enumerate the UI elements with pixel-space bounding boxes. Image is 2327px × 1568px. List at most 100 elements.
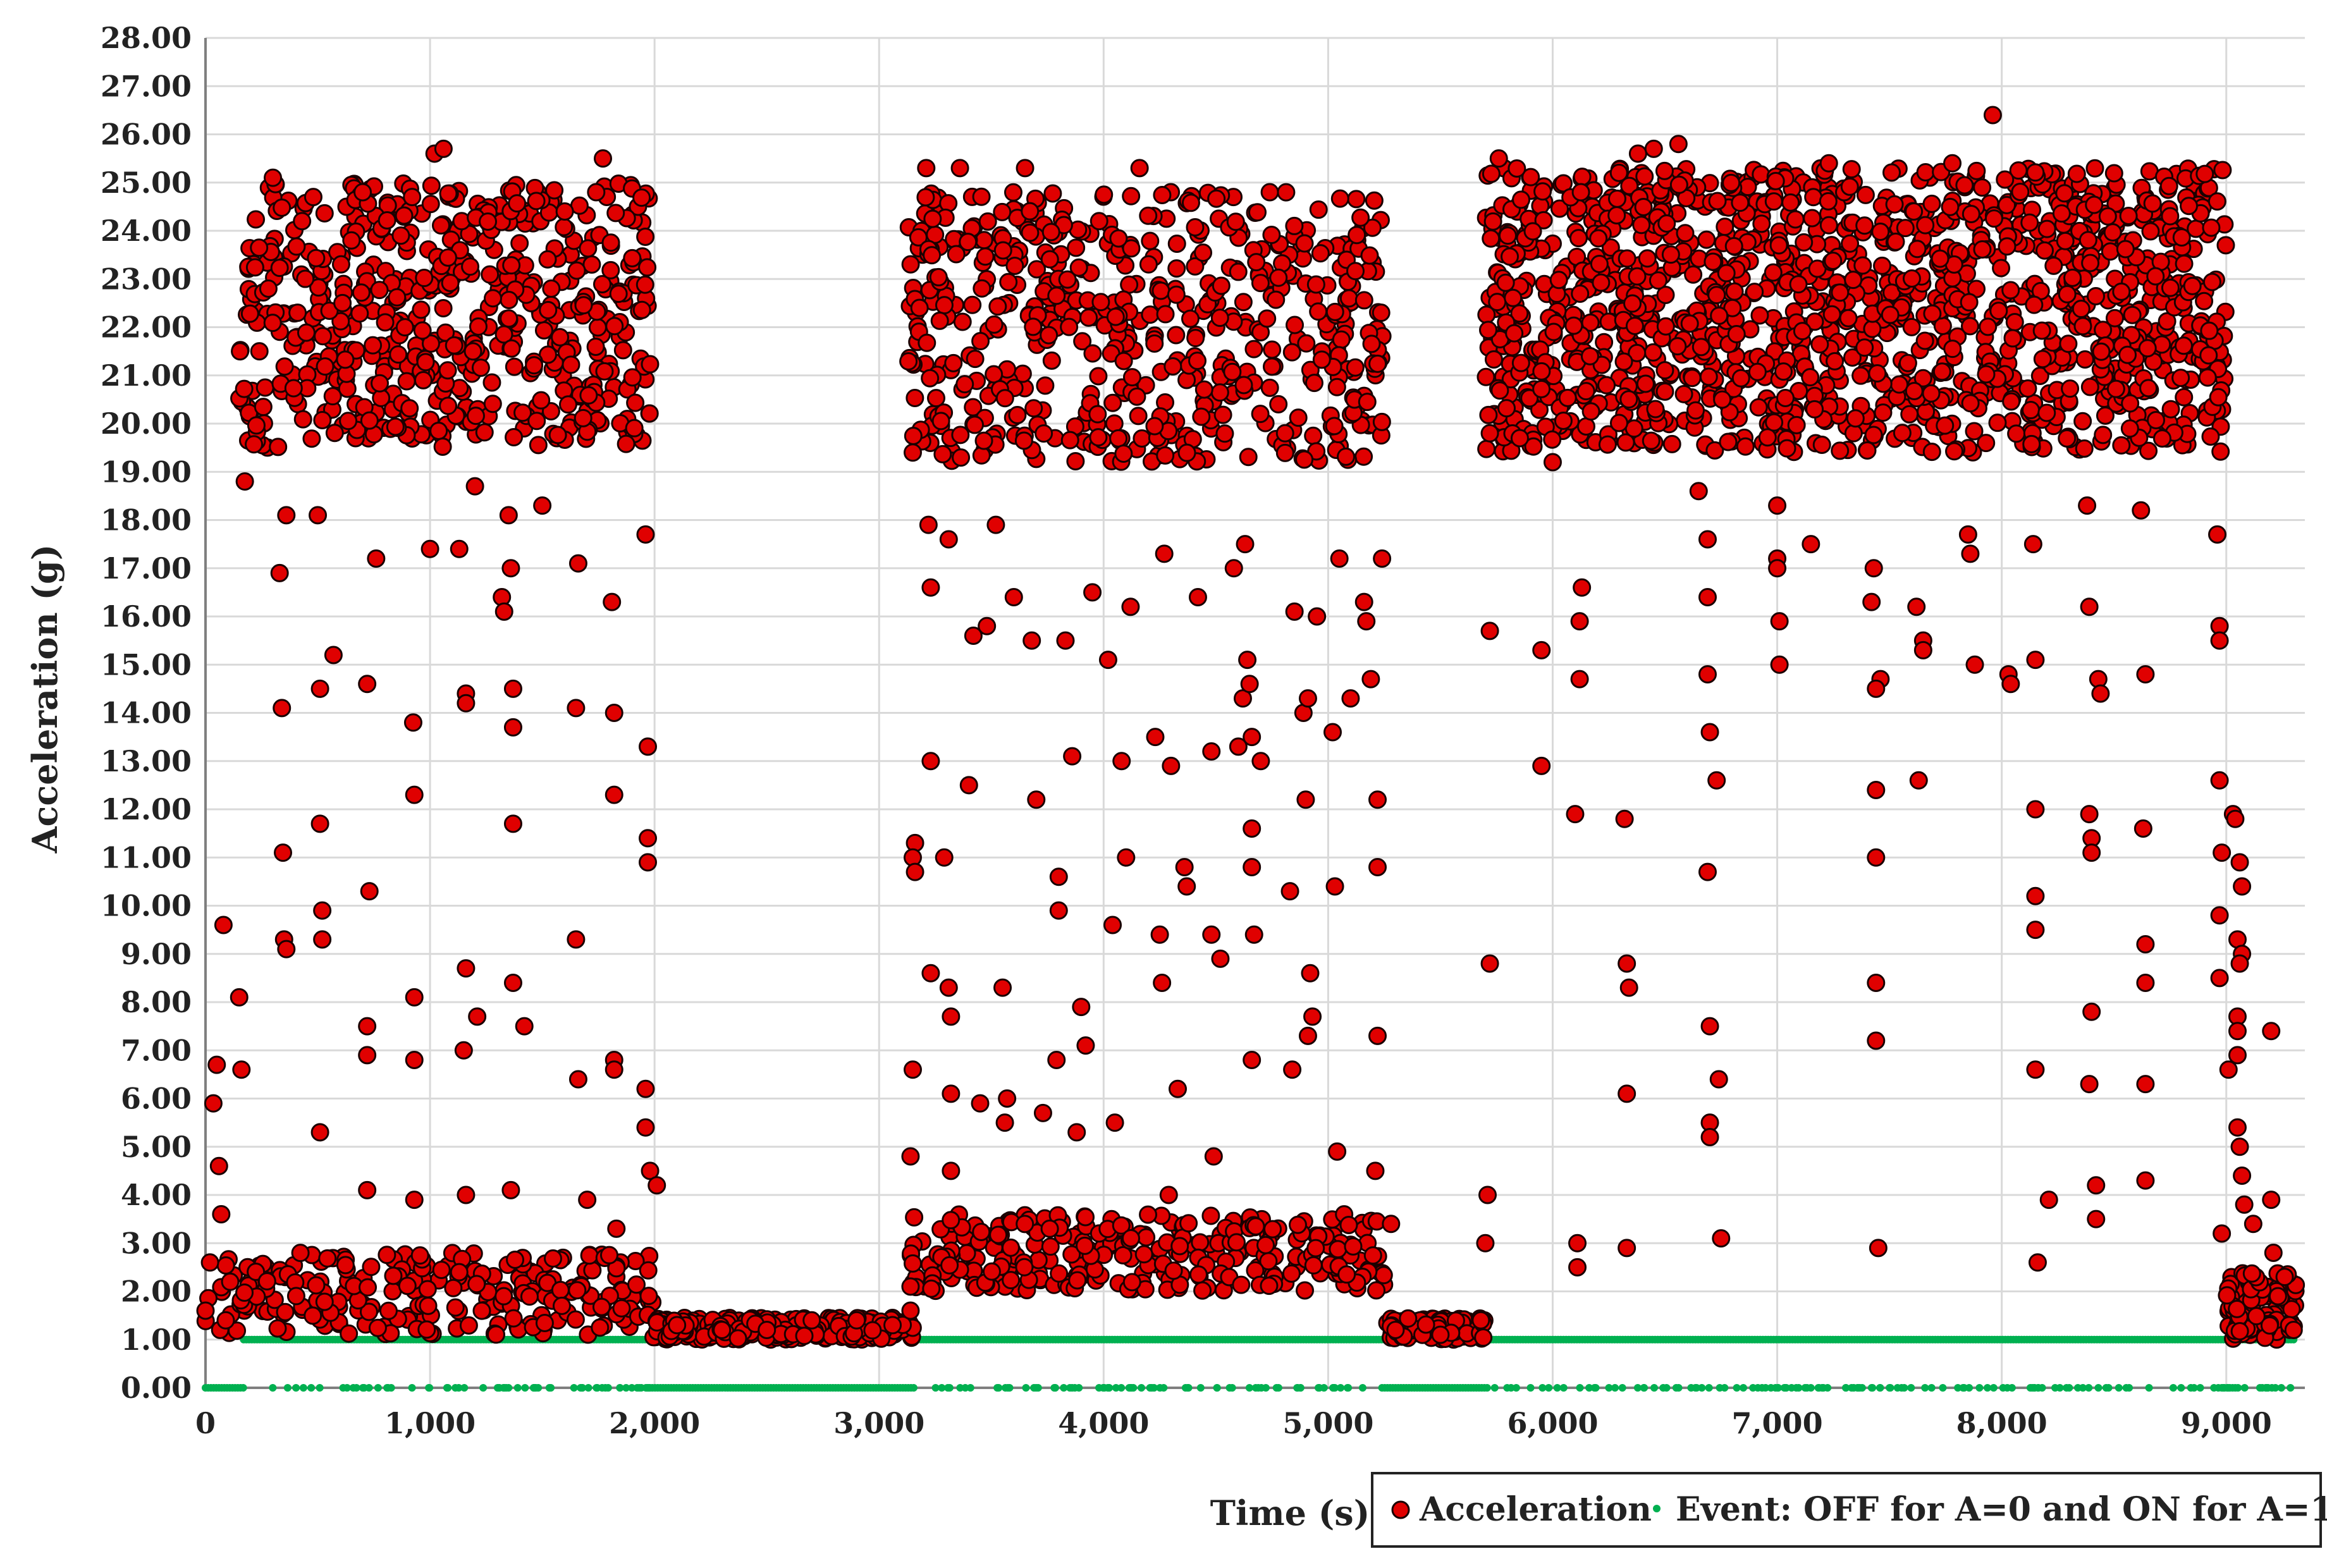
acceleration-point bbox=[2137, 975, 2154, 991]
event-point bbox=[1359, 1384, 1366, 1392]
acceleration-point bbox=[246, 436, 262, 453]
acceleration-point bbox=[615, 342, 631, 358]
event-point bbox=[1184, 1384, 1191, 1392]
acceleration-point bbox=[1356, 448, 1372, 465]
acceleration-point bbox=[1578, 383, 1594, 400]
acceleration-point bbox=[2003, 393, 2020, 410]
acceleration-point bbox=[1078, 1038, 1094, 1054]
acceleration-point bbox=[1157, 306, 1174, 322]
acceleration-point bbox=[505, 1310, 522, 1326]
acceleration-point bbox=[1140, 207, 1157, 224]
event-point bbox=[426, 1384, 433, 1392]
acceleration-point bbox=[1017, 160, 1033, 176]
acceleration-point bbox=[1630, 145, 1646, 162]
acceleration-point bbox=[2181, 198, 2197, 214]
acceleration-point bbox=[864, 1322, 881, 1338]
event-point bbox=[1255, 1384, 1262, 1392]
acceleration-point bbox=[2204, 274, 2220, 290]
acceleration-point bbox=[2232, 1323, 2248, 1339]
acceleration-point bbox=[1134, 431, 1150, 447]
acceleration-point bbox=[1765, 193, 1782, 210]
y-tick-label: 25.00 bbox=[101, 166, 192, 200]
acceleration-point bbox=[232, 343, 249, 360]
event-point bbox=[1605, 1384, 1612, 1392]
acceleration-point bbox=[649, 1177, 665, 1194]
acceleration-point bbox=[587, 338, 604, 355]
acceleration-point bbox=[412, 1247, 428, 1264]
acceleration-point bbox=[1832, 443, 1848, 459]
acceleration-point bbox=[637, 1119, 654, 1136]
acceleration-point bbox=[371, 282, 388, 298]
acceleration-point bbox=[236, 381, 252, 397]
event-point bbox=[1907, 1384, 1915, 1392]
acceleration-point bbox=[1753, 216, 1770, 232]
acceleration-point bbox=[496, 603, 512, 620]
acceleration-point bbox=[1342, 690, 1359, 707]
event-point bbox=[1127, 1384, 1135, 1392]
acceleration-point bbox=[1432, 1326, 1449, 1343]
acceleration-point bbox=[399, 1278, 415, 1294]
acceleration-point bbox=[1069, 1124, 1085, 1141]
event-point bbox=[993, 1384, 1001, 1392]
acceleration-point bbox=[568, 262, 585, 279]
acceleration-point bbox=[359, 1182, 376, 1198]
acceleration-point bbox=[1366, 192, 1382, 209]
acceleration-point bbox=[1705, 254, 1721, 270]
acceleration-point bbox=[1475, 1330, 1492, 1346]
acceleration-point bbox=[1348, 191, 1365, 207]
acceleration-point bbox=[359, 1047, 376, 1063]
event-point bbox=[451, 1384, 459, 1392]
event-point bbox=[1858, 1384, 1866, 1392]
event-point bbox=[292, 1384, 300, 1392]
acceleration-point bbox=[1370, 355, 1386, 372]
acceleration-point bbox=[973, 188, 990, 205]
acceleration-point bbox=[639, 259, 656, 276]
acceleration-point bbox=[1903, 270, 1920, 286]
acceleration-point bbox=[1824, 306, 1840, 322]
acceleration-point bbox=[1502, 248, 1518, 265]
acceleration-point bbox=[1775, 364, 1791, 380]
acceleration-point bbox=[440, 185, 457, 202]
event-point bbox=[1105, 1384, 1113, 1392]
acceleration-point bbox=[528, 193, 544, 209]
acceleration-point bbox=[236, 474, 253, 490]
acceleration-point bbox=[413, 302, 429, 318]
acceleration-point bbox=[1212, 310, 1228, 326]
acceleration-point bbox=[2269, 1288, 2286, 1304]
acceleration-point bbox=[560, 396, 576, 413]
acceleration-point bbox=[1244, 821, 1260, 837]
acceleration-point bbox=[1277, 425, 1293, 441]
acceleration-point bbox=[1650, 273, 1666, 289]
acceleration-point bbox=[1865, 427, 1882, 443]
acceleration-point bbox=[2214, 1225, 2230, 1242]
acceleration-point bbox=[380, 1302, 396, 1319]
event-point bbox=[1868, 1384, 1876, 1392]
acceleration-point bbox=[1509, 160, 1525, 176]
event-point bbox=[1990, 1384, 1998, 1392]
event-point bbox=[1320, 1384, 1328, 1392]
acceleration-point bbox=[2106, 310, 2123, 326]
acceleration-point bbox=[1864, 321, 1881, 337]
acceleration-point bbox=[1106, 415, 1122, 432]
acceleration-point bbox=[1570, 230, 1587, 247]
acceleration-point bbox=[1026, 400, 1042, 417]
acceleration-point bbox=[2092, 685, 2109, 702]
acceleration-point bbox=[512, 235, 528, 252]
x-tick-label: 2,000 bbox=[609, 1406, 700, 1440]
acceleration-point bbox=[455, 1042, 472, 1058]
acceleration-point bbox=[2027, 801, 2044, 818]
acceleration-point bbox=[1062, 432, 1078, 448]
acceleration-point bbox=[1545, 324, 1562, 340]
acceleration-point bbox=[1338, 448, 1354, 465]
acceleration-point bbox=[1041, 327, 1057, 343]
acceleration-point bbox=[983, 1263, 1000, 1280]
acceleration-point bbox=[2276, 1269, 2293, 1285]
acceleration-point bbox=[361, 883, 378, 900]
acceleration-point bbox=[1203, 926, 1220, 943]
acceleration-point bbox=[1016, 432, 1032, 449]
event-point bbox=[1246, 1384, 1253, 1392]
acceleration-point bbox=[1783, 194, 1799, 211]
acceleration-point bbox=[1845, 425, 1862, 441]
acceleration-point bbox=[902, 1148, 919, 1165]
acceleration-point bbox=[1596, 334, 1612, 350]
